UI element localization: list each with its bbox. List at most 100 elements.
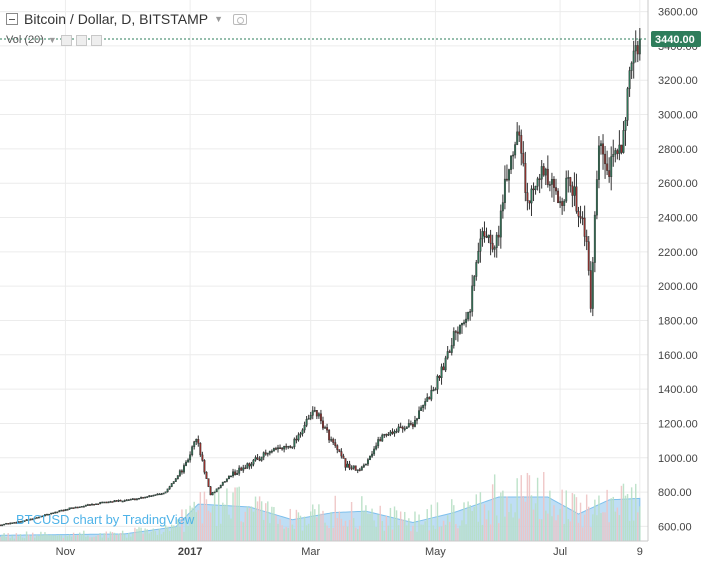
volume-bar <box>81 534 83 541</box>
volume-bar <box>493 474 496 541</box>
candle-body <box>385 433 388 436</box>
candle-body <box>270 450 273 453</box>
volume-bar <box>418 514 420 541</box>
candle-body <box>362 464 365 468</box>
candle-body <box>88 504 91 506</box>
camera-icon[interactable] <box>233 13 248 25</box>
candle-body <box>242 467 245 471</box>
volume-bar <box>530 495 533 541</box>
volume-bar <box>354 527 357 541</box>
volume-bar <box>608 522 610 541</box>
volume-bar <box>463 502 465 541</box>
eye-icon[interactable] <box>60 34 72 46</box>
volume-bar <box>514 512 516 541</box>
volume-bar <box>377 514 379 541</box>
candle-body <box>401 426 404 430</box>
candle-body <box>50 512 53 515</box>
price-tick-label: 1000.00 <box>658 453 698 465</box>
candle-body <box>115 500 118 502</box>
candle-body <box>144 496 147 499</box>
candle-body <box>248 463 251 467</box>
candle-body <box>264 452 267 455</box>
candle-body <box>133 498 136 500</box>
volume-bar <box>604 512 606 541</box>
close-icon[interactable] <box>90 34 102 46</box>
candle-body <box>187 459 190 463</box>
candle-body <box>111 501 114 503</box>
candle-body <box>487 234 490 238</box>
volume-bar <box>99 533 101 541</box>
candle-body <box>505 178 508 181</box>
candle-body <box>48 513 51 516</box>
price-axis[interactable]: 600.00 800.00 1000.00 1200.00 1400.00 1600.00… <box>658 7 698 534</box>
candle-body <box>11 522 14 524</box>
volume-bar <box>234 487 236 541</box>
chevron-down-icon[interactable]: ▼ <box>47 35 57 45</box>
candle-body <box>197 439 200 444</box>
settings-icon[interactable] <box>75 34 87 46</box>
candle-body <box>636 45 639 55</box>
candle-body <box>27 519 30 521</box>
volume-bar <box>79 532 81 541</box>
candle-body <box>5 523 8 525</box>
candle-body <box>105 501 108 504</box>
volume-bar <box>130 536 132 541</box>
candle-body <box>508 169 510 181</box>
price-tick-label: 2400.00 <box>658 213 698 225</box>
volume-bar <box>567 519 569 541</box>
candle-body <box>532 188 535 191</box>
candle-body <box>409 423 412 425</box>
candle-body <box>256 457 259 460</box>
candle-body <box>438 375 441 378</box>
candle-body <box>391 431 394 434</box>
candle-body <box>411 423 414 427</box>
volume-bar <box>271 506 273 541</box>
candle-body <box>373 448 376 455</box>
candle-body <box>358 469 361 471</box>
volume-bar <box>64 535 67 541</box>
volume-bar <box>342 525 345 541</box>
candle-body <box>407 423 410 428</box>
volume-bar <box>91 537 93 541</box>
candle-body <box>23 520 26 522</box>
candle-body <box>469 311 472 313</box>
candle-body <box>587 241 590 271</box>
candle-body <box>76 506 79 509</box>
volume-bar <box>579 502 582 541</box>
candle-body <box>434 388 437 391</box>
candle-body <box>424 401 427 406</box>
volume-bar <box>528 475 531 541</box>
candle-body <box>152 494 155 497</box>
candle-body <box>70 507 73 509</box>
volume-bar <box>375 526 377 541</box>
volume-bar <box>592 514 594 541</box>
candle-body <box>338 449 341 452</box>
candle-body <box>579 216 582 219</box>
candle-body <box>456 331 459 334</box>
volume-bar <box>314 509 316 541</box>
candle-body <box>31 518 34 521</box>
candle-body <box>593 214 596 263</box>
volume-bar <box>68 534 71 541</box>
volume-bar <box>473 506 475 541</box>
candle-body <box>381 434 384 442</box>
chevron-down-icon[interactable]: ▼ <box>214 14 224 24</box>
candle-body <box>383 433 386 436</box>
candle-body <box>180 470 183 473</box>
volume-bar <box>590 527 592 541</box>
tradingview-watermark[interactable]: BTCUSD chart by TradingView <box>16 512 195 527</box>
volume-bar <box>309 511 312 541</box>
collapse-icon[interactable] <box>6 13 18 25</box>
candle-body <box>37 516 40 519</box>
volume-bar <box>179 526 181 541</box>
volume-bar <box>512 517 514 541</box>
volume-bar <box>498 523 500 541</box>
volume-bar <box>279 519 281 541</box>
time-axis[interactable]: Nov 2017 Mar May Jul 9 <box>56 546 643 558</box>
volume-bar <box>475 494 478 541</box>
candle-body <box>295 438 298 441</box>
candle-body <box>82 506 85 508</box>
volume-bar <box>105 531 108 541</box>
